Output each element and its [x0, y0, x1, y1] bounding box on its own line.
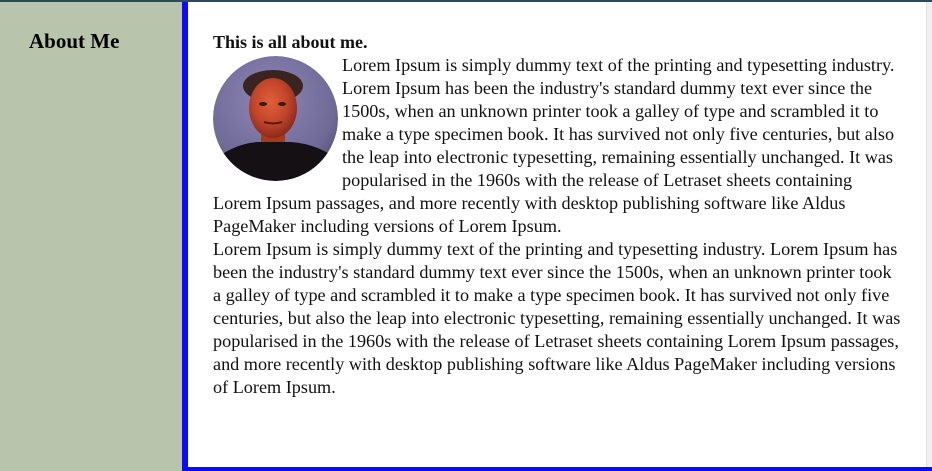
content-heading: This is all about me.: [213, 32, 368, 52]
scrollbar-track[interactable]: [926, 2, 932, 467]
sidebar-divider: [182, 2, 188, 471]
profile-photo-icon: [213, 56, 338, 181]
sidebar: About Me: [0, 2, 182, 471]
bio-paragraph-2: Lorem Ipsum is simply dummy text of the …: [213, 239, 901, 397]
profile-photo-svg: [213, 56, 338, 181]
bio-paragraph-1: Lorem Ipsum is simply dummy text of the …: [213, 55, 895, 236]
bottom-border: [182, 467, 932, 471]
main-content: This is all about me.: [213, 31, 903, 399]
sidebar-title: About Me: [29, 29, 120, 53]
